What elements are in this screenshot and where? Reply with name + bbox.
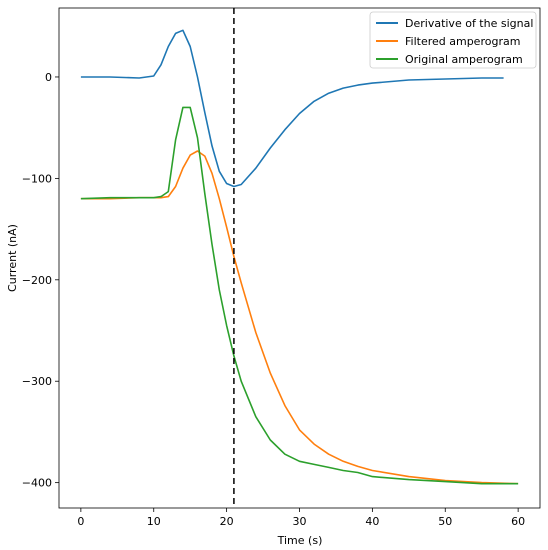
legend-label-original: Original amperogram [405,53,523,66]
legend: Derivative of the signal Filtered ampero… [369,11,537,69]
plot-area [59,8,540,508]
x-tick-label: 0 [77,515,84,528]
y-tick-label: −100 [22,172,52,185]
y-axis: 0 −100 −200 −300 −400 [22,71,59,490]
x-tick-label: 40 [365,515,379,528]
y-tick-label: −200 [22,274,52,287]
x-tick-label: 10 [147,515,161,528]
y-tick-label: −400 [22,477,52,490]
series-line-2 [80,106,519,485]
x-axis: 0 10 20 30 40 50 60 [77,508,525,528]
y-tick-label: 0 [45,71,52,84]
x-tick-label: 60 [511,515,525,528]
series-line-0 [80,29,504,188]
x-tick-label: 20 [220,515,234,528]
legend-label-derivative: Derivative of the signal [405,17,533,30]
series-layer [80,29,519,485]
y-axis-label: Current (nA) [6,224,19,292]
legend-box [369,11,537,69]
y-tick-label: −300 [22,375,52,388]
series-line-1 [80,150,519,485]
x-tick-label: 30 [293,515,307,528]
legend-label-filtered: Filtered amperogram [405,35,520,48]
x-tick-label: 50 [438,515,452,528]
x-axis-label: Time (s) [277,534,323,547]
